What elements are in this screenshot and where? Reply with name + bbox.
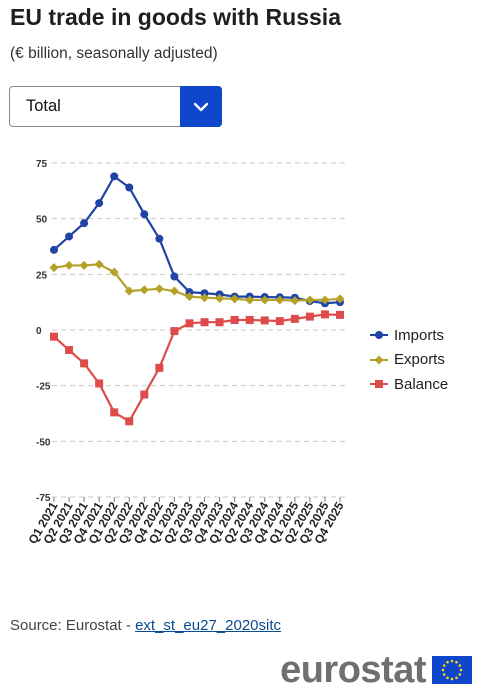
- y-tick-label: -25: [36, 382, 51, 393]
- balance-data-point: [200, 318, 209, 327]
- exports-data-point: [335, 294, 345, 304]
- legend-item-exports[interactable]: Exports: [370, 348, 448, 373]
- logo-wordmark: eurostat: [280, 649, 426, 691]
- flag-star: [446, 660, 449, 664]
- exports-data-point: [94, 259, 104, 269]
- balance-data-point: [95, 379, 104, 388]
- exports-data-point: [200, 293, 210, 303]
- eu-flag-icon: [432, 656, 472, 684]
- imports-series-line: [53, 175, 341, 305]
- exports-data-point: [260, 295, 270, 305]
- exports-data-point: [305, 295, 315, 305]
- balance-data-point: [215, 318, 224, 327]
- y-tick-label: -75: [36, 493, 51, 504]
- exports-data-point: [290, 296, 300, 306]
- balance-data-point: [140, 390, 149, 399]
- balance-data-point: [260, 316, 269, 325]
- y-tick-label: 50: [36, 215, 48, 226]
- balance-data-point: [50, 332, 58, 341]
- flag-star: [442, 673, 446, 676]
- flag-star: [458, 664, 462, 667]
- exports-data-point: [49, 263, 59, 273]
- legend-label-imports: Imports: [394, 326, 445, 344]
- imports-data-point: [140, 210, 149, 219]
- chevron-down-icon: [193, 102, 209, 111]
- flag-star: [455, 660, 458, 664]
- legend-item-imports[interactable]: Imports: [370, 323, 448, 348]
- flag-star: [442, 664, 446, 667]
- imports-data-point: [65, 232, 74, 241]
- flag-star: [450, 677, 454, 681]
- balance-data-point: [170, 327, 179, 336]
- dropdown-toggle-button[interactable]: [180, 86, 222, 127]
- imports-data-point: [95, 199, 104, 208]
- circle-marker-icon: [370, 331, 388, 340]
- exports-data-point: [275, 295, 285, 305]
- flag-star: [441, 668, 445, 672]
- source-prefix: Source: Eurostat -: [10, 617, 136, 634]
- flag-star: [459, 668, 463, 672]
- y-tick-label: 25: [36, 270, 48, 281]
- legend-label-balance: Balance: [394, 375, 449, 393]
- balance-data-point: [320, 310, 329, 319]
- balance-data-point: [275, 317, 284, 326]
- balance-data-point: [305, 312, 314, 321]
- exports-data-point: [184, 292, 194, 302]
- imports-data-point: [125, 183, 134, 192]
- page-subtitle: (€ billion, seasonally adjusted): [10, 45, 218, 62]
- exports-data-point: [230, 294, 240, 304]
- square-marker-icon: [370, 380, 388, 389]
- flag-star: [455, 676, 458, 680]
- exports-data-point: [109, 267, 119, 277]
- flag-star: [446, 676, 449, 680]
- balance-data-point: [245, 315, 254, 324]
- exports-data-point: [169, 286, 179, 296]
- flag-star: [450, 659, 454, 663]
- source-note: Source: Eurostat - ext_st_eu27_2020sitc: [10, 617, 281, 634]
- exports-data-point: [154, 284, 164, 294]
- indicator-dropdown[interactable]: Total: [9, 86, 222, 127]
- chart-legend: Imports Exports Balance: [370, 323, 448, 397]
- imports-data-point: [50, 245, 58, 254]
- balance-data-point: [290, 314, 299, 323]
- imports-data-point: [170, 272, 179, 281]
- balance-data-point: [230, 315, 239, 324]
- y-tick-label: 75: [36, 159, 48, 170]
- balance-data-point: [336, 310, 344, 319]
- y-tick-label: 0: [36, 326, 42, 337]
- exports-data-point: [320, 295, 330, 305]
- imports-data-point: [110, 172, 119, 181]
- exports-data-point: [245, 295, 255, 305]
- source-dataset-link[interactable]: ext_st_eu27_2020sitc: [135, 617, 282, 634]
- legend-item-balance[interactable]: Balance: [370, 372, 448, 397]
- balance-data-point: [125, 417, 134, 426]
- imports-data-point: [80, 219, 89, 228]
- dropdown-selected-value: Total: [26, 97, 61, 115]
- balance-data-point: [155, 363, 164, 372]
- exports-data-point: [124, 286, 134, 296]
- imports-data-point: [155, 234, 164, 243]
- balance-data-point: [110, 408, 119, 417]
- exports-data-point: [139, 285, 149, 295]
- exports-data-point: [64, 260, 74, 270]
- legend-label-exports: Exports: [394, 351, 445, 369]
- diamond-marker-icon: [370, 355, 388, 365]
- eurostat-logo: eurostat: [280, 651, 472, 689]
- y-tick-label: -50: [36, 437, 51, 448]
- exports-data-point: [215, 293, 225, 303]
- exports-data-point: [79, 260, 89, 270]
- page-title: EU trade in goods with Russia: [10, 4, 341, 30]
- balance-data-point: [80, 359, 89, 368]
- balance-data-point: [65, 346, 74, 355]
- balance-data-point: [185, 319, 194, 328]
- flag-star: [458, 673, 462, 676]
